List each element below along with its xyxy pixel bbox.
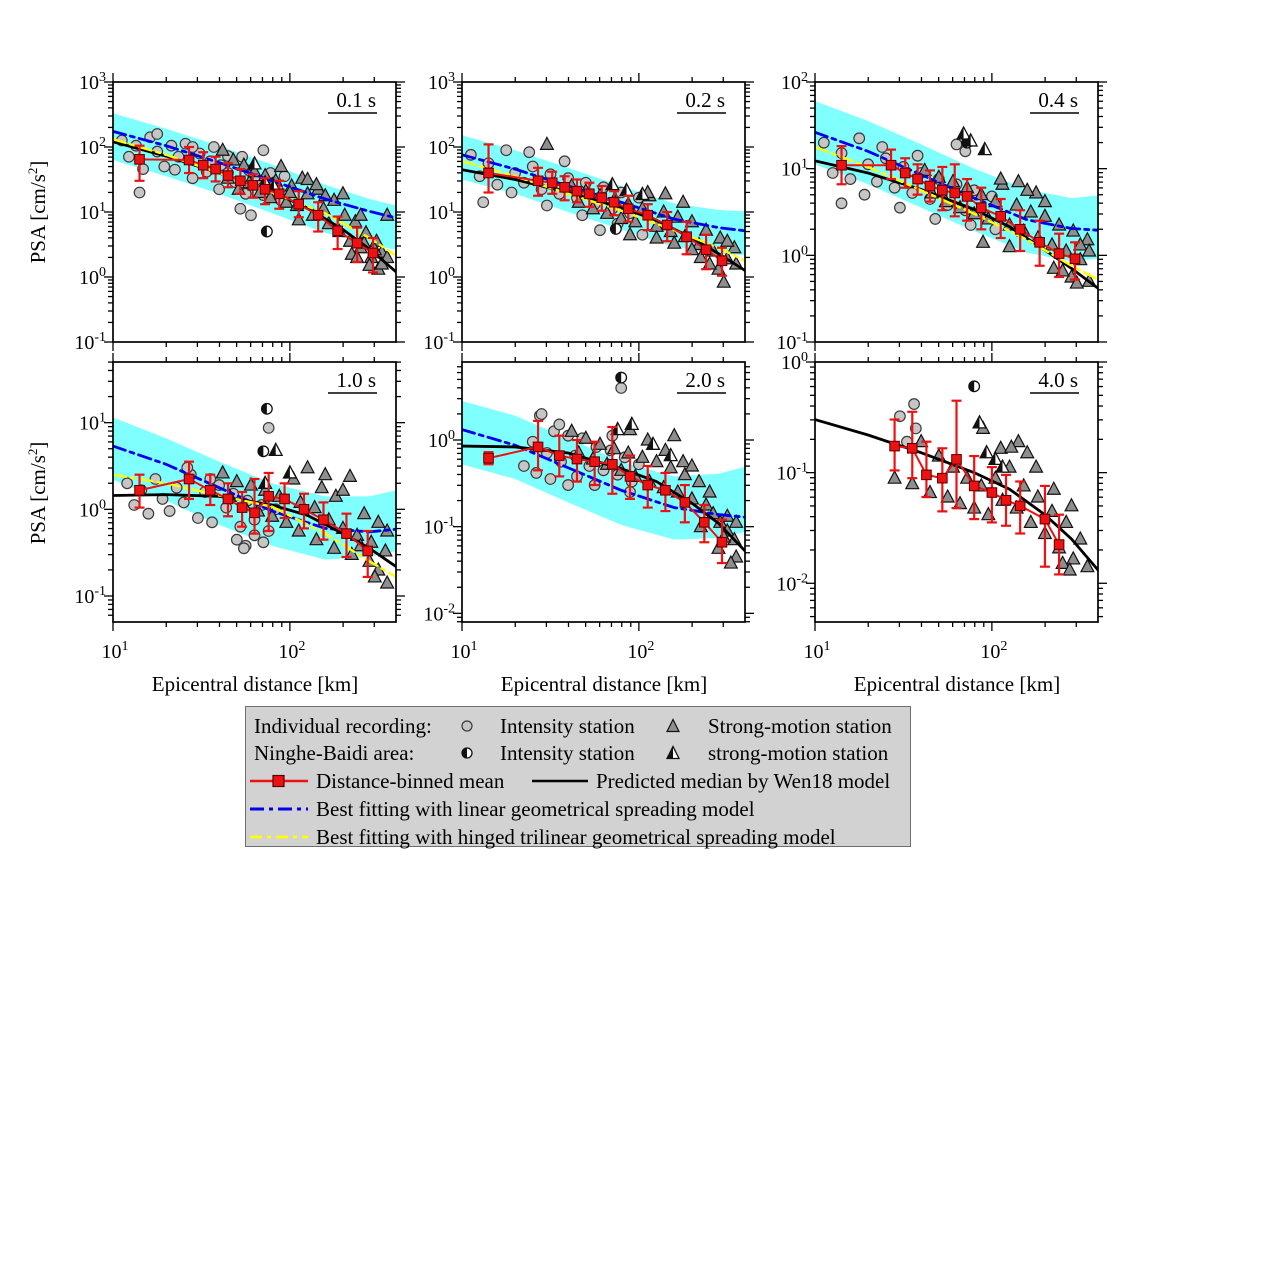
trilinear-fit-line-icon [250,835,308,839]
legend-row-mean-median: Distance-binned mean Predicted median by… [246,768,910,795]
svg-text:10-1: 10-1 [74,584,106,608]
y-axis-label-row1: PSA [cm/s2] [25,160,50,264]
legend-strong-motion-label: Strong-motion station [708,714,892,738]
strong-motion-station-icon [666,718,680,733]
legend-individual-label: Individual recording: [254,714,432,738]
svg-text:100: 100 [428,265,455,289]
svg-text:100: 100 [428,428,455,452]
nb-strong-motion-station-icon [665,745,681,760]
svg-text:101: 101 [79,200,106,224]
svg-text:103: 103 [79,70,106,94]
y-axis-label-row2: PSA [cm/s2] [25,441,50,545]
svg-text:102: 102 [627,639,654,663]
svg-text:101: 101 [804,639,831,663]
svg-text:100: 100 [79,265,106,289]
svg-text:2.0 s: 2.0 s [685,368,725,392]
legend-intensity-label: Intensity station [500,714,635,738]
intensity-station-icon [461,720,473,732]
legend-trilinear-fit-label: Best fitting with hinged trilinear geome… [316,825,836,849]
x-axis-label-col3: Epicentral distance [km] [853,672,1061,696]
svg-text:10-1: 10-1 [74,330,106,354]
legend-wen18-label: Predicted median by Wen18 model [596,769,891,793]
x-axis-label-col1: Epicentral distance [km] [151,672,359,696]
svg-text:100: 100 [781,243,808,267]
svg-text:102: 102 [781,70,808,94]
svg-text:10-2: 10-2 [423,601,455,625]
svg-text:101: 101 [79,411,106,435]
svg-text:10-2: 10-2 [776,571,808,595]
legend-nb-strong-motion-label: strong-motion station [708,741,889,765]
nb-intensity-station-icon [461,747,473,759]
subplot-panel-1.0s: 101 100 10-1 101 102 1.0 s [74,353,405,663]
svg-text:101: 101 [451,639,478,663]
svg-text:1.0 s: 1.0 s [336,368,376,392]
legend-row-individual: Individual recording: Intensity station … [246,713,910,740]
svg-text:103: 103 [428,70,455,94]
svg-text:100: 100 [781,350,808,374]
legend-linear-fit-label: Best fitting with linear geometrical spr… [316,797,755,821]
svg-text:101: 101 [102,639,129,663]
svg-text:10-1: 10-1 [776,461,808,485]
svg-text:0.4 s: 0.4 s [1038,88,1078,112]
legend-row-linear-fit: Best fitting with linear geometrical spr… [246,796,910,823]
legend-nb-intensity-label: Intensity station [500,741,635,765]
legend-ninghe-baidi-label: Ninghe-Baidi area: [254,741,415,765]
svg-text:4.0 s: 4.0 s [1038,368,1078,392]
svg-text:102: 102 [428,135,455,159]
svg-text:102: 102 [79,135,106,159]
linear-fit-line-icon [250,807,308,811]
svg-text:100: 100 [79,497,106,521]
svg-text:102: 102 [278,639,305,663]
wen18-median-line-icon [532,779,588,783]
legend-row-ninghe-baidi: Ninghe-Baidi area: Intensity station str… [246,740,910,767]
svg-text:101: 101 [428,200,455,224]
distance-binned-mean-icon [250,774,308,788]
svg-text:102: 102 [980,639,1007,663]
x-axis-label-col2: Epicentral distance [km] [500,672,708,696]
subplot-panel-4.0s: 100 10-1 10-2 101 102 4.0 s [776,350,1107,663]
svg-text:0.1 s: 0.1 s [336,88,376,112]
svg-text:10-1: 10-1 [423,515,455,539]
legend-row-trilinear-fit: Best fitting with hinged trilinear geome… [246,824,910,851]
legend-binned-mean-label: Distance-binned mean [316,769,505,793]
subplot-panel-0.1s: 103 102 101 100 10-1 0.1 s [74,70,405,354]
legend-box: Individual recording: Intensity station … [245,706,911,849]
svg-text:101: 101 [781,157,808,181]
subplot-panel-2.0s: 100 10-1 10-2 101 102 2.0 s [423,353,754,663]
svg-text:0.2 s: 0.2 s [685,88,725,112]
